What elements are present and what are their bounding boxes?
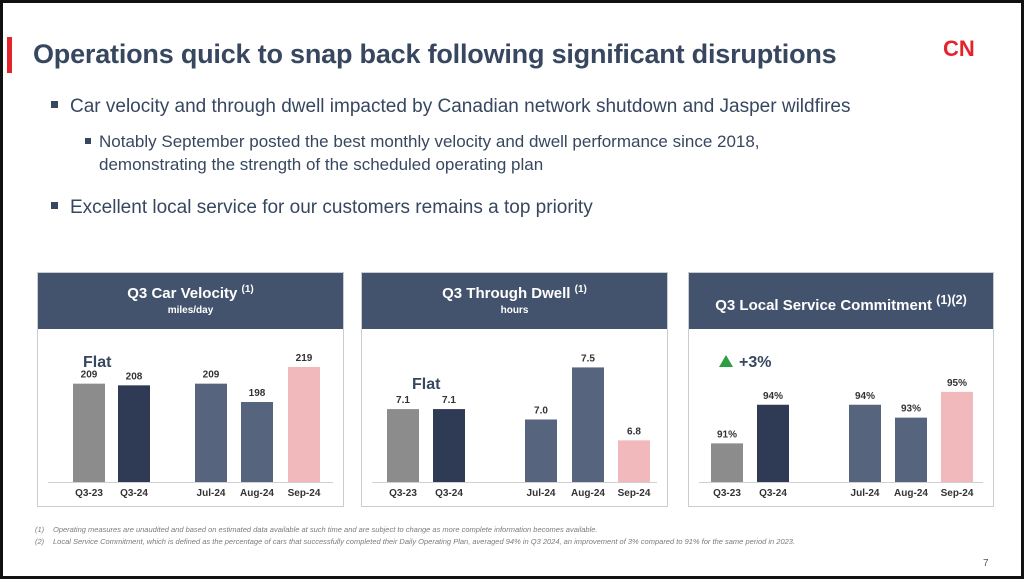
value-label: 93% — [901, 404, 921, 415]
category-label: Q3-24 — [120, 488, 148, 499]
up-arrow-icon — [719, 355, 733, 367]
category-label: Jul-24 — [197, 488, 226, 499]
value-label: 208 — [126, 371, 143, 382]
cn-logo-icon: CN — [943, 37, 975, 59]
logo-text: CN — [943, 37, 975, 59]
value-label: 94% — [763, 391, 783, 402]
through-dwell-header: Q3 Through Dwell (1) hours — [362, 273, 667, 329]
flat-annotation: Flat — [83, 354, 112, 371]
bar-sep-24 — [941, 391, 973, 482]
category-label: Jul-24 — [527, 488, 556, 499]
category-label: Q3-23 — [75, 488, 103, 499]
bar-aug-24 — [241, 402, 273, 482]
sub-bullet-square-icon — [85, 137, 91, 144]
category-label: Aug-24 — [894, 488, 928, 499]
bar-q3-24 — [433, 409, 465, 482]
sub-bullet-line-2: demonstrating the strength of the schedu… — [99, 155, 544, 174]
category-label: Q3-24 — [435, 488, 463, 499]
footnote-1: (1) Operating measures are unaudited and … — [35, 525, 598, 534]
bullet-square-icon — [51, 202, 58, 210]
bullet-2: Excellent local service for our customer… — [51, 197, 593, 219]
bullet-1: Car velocity and through dwell impacted … — [51, 96, 850, 118]
category-label: Sep-24 — [941, 488, 974, 499]
value-label: 209 — [81, 370, 98, 381]
value-label: 219 — [296, 353, 313, 364]
bar-jul-24 — [195, 383, 227, 482]
bar-q3-23 — [387, 409, 419, 482]
value-label: 7.1 — [396, 395, 410, 406]
bar-aug-24 — [895, 417, 927, 482]
bullet-1-text: Car velocity and through dwell impacted … — [70, 96, 851, 117]
category-label: Aug-24 — [240, 488, 274, 499]
car-velocity-chart: 209 Q3-23 208 Q3-24 209 Jul-24 198 Aug-24 219 Sep… — [48, 353, 333, 499]
local-service-panel: Q3 Local Service Commitment (1)(2) 91% Q3… — [688, 272, 994, 507]
value-label: 7.1 — [442, 395, 456, 406]
category-label: Q3-23 — [389, 488, 417, 499]
category-label: Sep-24 — [288, 488, 321, 499]
bar-sep-24 — [288, 367, 320, 482]
flat-annotation: Flat — [412, 376, 441, 393]
title-accent-bar — [7, 37, 12, 73]
value-label: 209 — [203, 370, 220, 381]
bar-sep-24 — [618, 440, 650, 482]
bar-aug-24 — [572, 367, 604, 482]
category-label: Jul-24 — [851, 488, 880, 499]
category-label: Q3-23 — [713, 488, 741, 499]
chart-subtitle: miles/day — [167, 305, 214, 316]
page-number: 7 — [983, 558, 989, 569]
through-dwell-panel: Q3 Through Dwell (1) hours 7.1 Q3-23 7.1 Q3… — [361, 272, 668, 507]
sub-bullet: Notably September posted the best monthl… — [85, 130, 885, 176]
footnote-2: (2) Local Service Commitment, which is de… — [35, 537, 796, 546]
sub-bullet-line-1: Notably September posted the best monthl… — [99, 132, 760, 151]
bullet-square-icon — [51, 101, 58, 109]
category-label: Sep-24 — [618, 488, 651, 499]
chart-subtitle: hours — [500, 305, 529, 316]
bullet-2-text: Excellent local service for our customer… — [70, 197, 593, 218]
footnotes: (1) Operating measures are unaudited and … — [35, 524, 795, 548]
chart-title: Q3 Through Dwell (1) — [442, 284, 587, 302]
value-label: 95% — [947, 378, 967, 389]
bar-jul-24 — [849, 404, 881, 482]
bar-q3-24 — [118, 385, 150, 482]
slide-title: Operations quick to snap back following … — [33, 39, 837, 69]
value-label: 91% — [717, 429, 737, 440]
local-service-header: Q3 Local Service Commitment (1)(2) — [689, 273, 993, 329]
through-dwell-chart: 7.1 Q3-23 7.1 Q3-24 7.0 Jul-24 7.5 Aug-24 6.8 Sep… — [372, 353, 657, 499]
category-label: Q3-24 — [759, 488, 787, 499]
chart-title: Q3 Car Velocity (1) — [127, 284, 254, 302]
bar-jul-24 — [525, 419, 557, 482]
value-label: 7.5 — [581, 353, 595, 364]
chart-title: Q3 Local Service Commitment (1)(2) — [715, 293, 967, 314]
value-label: 198 — [249, 388, 266, 399]
category-label: Aug-24 — [571, 488, 605, 499]
bar-q3-23 — [711, 443, 743, 482]
bar-q3-24 — [757, 404, 789, 482]
local-service-chart: 91% Q3-23 94% Q3-24 94% Jul-24 93% Aug-24 95% Sep… — [699, 354, 983, 499]
value-label: 7.0 — [534, 406, 548, 417]
car-velocity-panel: Q3 Car Velocity (1) miles/day 209 Q3-23 20… — [37, 272, 344, 507]
bar-q3-23 — [73, 383, 105, 482]
value-label: 94% — [855, 391, 875, 402]
change-annotation: +3% — [739, 354, 771, 371]
value-label: 6.8 — [627, 426, 641, 437]
car-velocity-header: Q3 Car Velocity (1) miles/day — [38, 273, 343, 329]
